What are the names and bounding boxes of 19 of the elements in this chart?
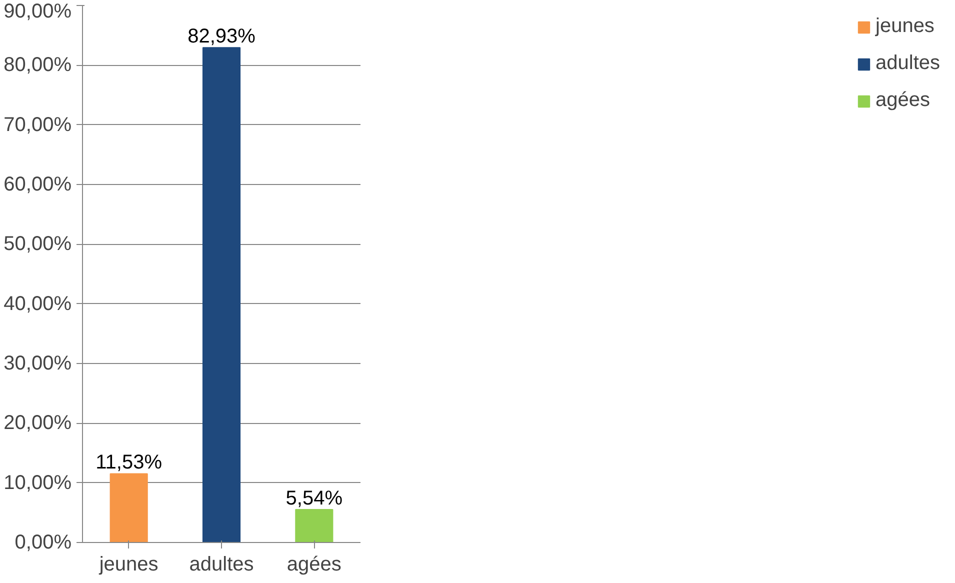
data-label: 5,54%	[286, 487, 343, 510]
x-tick-label: jeunes	[98, 554, 158, 576]
legend-label: adultes	[876, 52, 940, 75]
y-tick-label: 0,00%	[14, 532, 72, 554]
data-label: 11,53%	[96, 452, 162, 474]
y-tick-label: 60,00%	[4, 174, 72, 196]
legend-label: agées	[876, 89, 930, 112]
y-tick-label: 50,00%	[4, 233, 72, 256]
y-tick-label: 20,00%	[4, 412, 72, 434]
x-tick-label: adultes	[189, 554, 254, 576]
y-tick-label: 30,00%	[4, 352, 72, 374]
y-tick-label: 10,00%	[4, 472, 72, 494]
y-tick-label: 80,00%	[4, 54, 72, 76]
x-tick-label: agées	[286, 554, 342, 576]
y-tick-label: 90,00%	[4, 0, 72, 22]
y-tick-label: 40,00%	[4, 292, 72, 315]
legend-label: jeunes	[876, 15, 934, 38]
data-label: 82,93%	[188, 26, 256, 48]
y-tick-label: 70,00%	[4, 114, 72, 136]
